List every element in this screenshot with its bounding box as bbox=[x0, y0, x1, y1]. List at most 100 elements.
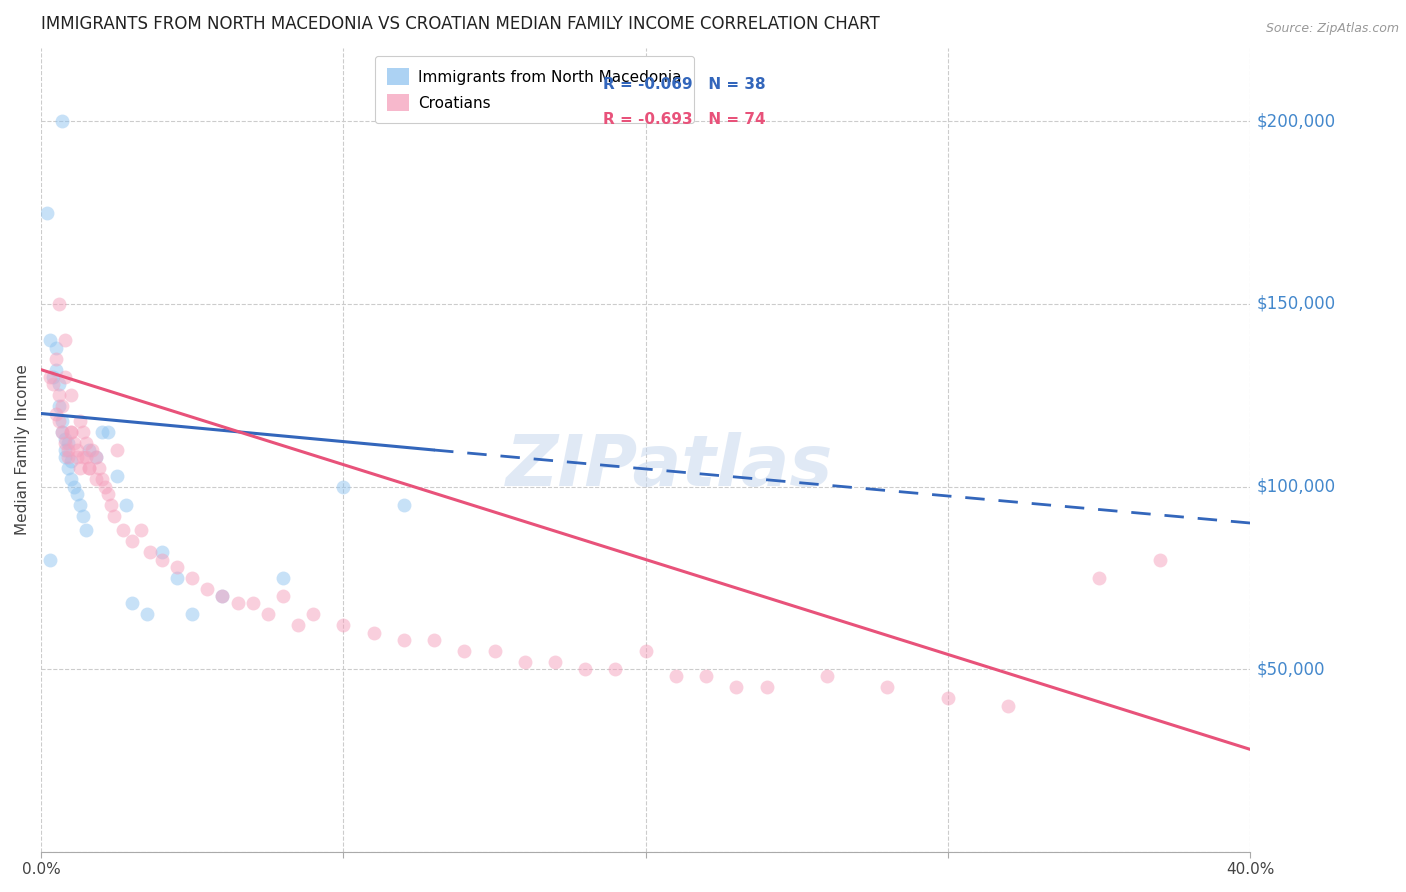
Point bbox=[87, 461, 110, 475]
Point bbox=[242, 596, 264, 610]
Point bbox=[75, 450, 97, 465]
Point bbox=[392, 632, 415, 647]
Point bbox=[53, 450, 76, 465]
Point bbox=[332, 618, 354, 632]
Point bbox=[66, 450, 89, 465]
Point bbox=[58, 461, 80, 475]
Point bbox=[79, 461, 101, 475]
Point bbox=[66, 487, 89, 501]
Point bbox=[363, 625, 385, 640]
Point bbox=[79, 442, 101, 457]
Point bbox=[105, 442, 128, 457]
Point bbox=[105, 468, 128, 483]
Point bbox=[39, 370, 62, 384]
Point bbox=[332, 479, 354, 493]
Point bbox=[53, 334, 76, 348]
Point bbox=[66, 442, 89, 457]
Point bbox=[423, 632, 446, 647]
Legend: Immigrants from North Macedonia, Croatians: Immigrants from North Macedonia, Croatia… bbox=[375, 56, 693, 123]
Text: Source: ZipAtlas.com: Source: ZipAtlas.com bbox=[1265, 22, 1399, 36]
Point bbox=[39, 552, 62, 566]
Point bbox=[48, 399, 70, 413]
Point bbox=[48, 377, 70, 392]
Point bbox=[150, 545, 173, 559]
Text: IMMIGRANTS FROM NORTH MACEDONIA VS CROATIAN MEDIAN FAMILY INCOME CORRELATION CHA: IMMIGRANTS FROM NORTH MACEDONIA VS CROAT… bbox=[41, 15, 880, 33]
Point bbox=[135, 607, 157, 622]
Point bbox=[45, 341, 67, 355]
Point bbox=[195, 582, 218, 596]
Point bbox=[60, 425, 83, 439]
Point bbox=[97, 425, 120, 439]
Point bbox=[103, 508, 125, 523]
Point bbox=[45, 351, 67, 366]
Point bbox=[287, 618, 309, 632]
Point bbox=[53, 432, 76, 446]
Point bbox=[53, 370, 76, 384]
Text: $100,000: $100,000 bbox=[1256, 477, 1336, 496]
Point bbox=[84, 472, 107, 486]
Point bbox=[211, 589, 233, 603]
Point bbox=[211, 589, 233, 603]
Text: $150,000: $150,000 bbox=[1256, 295, 1336, 313]
Point bbox=[63, 435, 86, 450]
Point bbox=[53, 435, 76, 450]
Point bbox=[114, 498, 136, 512]
Point bbox=[63, 479, 86, 493]
Point bbox=[755, 681, 778, 695]
Point bbox=[75, 435, 97, 450]
Point bbox=[72, 450, 94, 465]
Point bbox=[605, 662, 627, 676]
Point bbox=[271, 571, 294, 585]
Point bbox=[256, 607, 278, 622]
Point bbox=[139, 545, 162, 559]
Point bbox=[166, 559, 188, 574]
Point bbox=[53, 442, 76, 457]
Point bbox=[181, 571, 204, 585]
Point bbox=[48, 388, 70, 402]
Point bbox=[51, 399, 73, 413]
Point bbox=[121, 534, 143, 549]
Point bbox=[51, 414, 73, 428]
Point bbox=[84, 450, 107, 465]
Point bbox=[150, 552, 173, 566]
Point bbox=[51, 425, 73, 439]
Point bbox=[484, 644, 506, 658]
Point bbox=[97, 487, 120, 501]
Point bbox=[69, 498, 91, 512]
Text: R = -0.069   N = 38: R = -0.069 N = 38 bbox=[603, 77, 766, 92]
Point bbox=[121, 596, 143, 610]
Point bbox=[100, 498, 122, 512]
Point bbox=[48, 297, 70, 311]
Text: ZIPatlas: ZIPatlas bbox=[506, 432, 834, 500]
Point bbox=[936, 691, 959, 706]
Point bbox=[271, 589, 294, 603]
Point bbox=[90, 472, 112, 486]
Point bbox=[181, 607, 204, 622]
Point bbox=[84, 450, 107, 465]
Point bbox=[111, 524, 134, 538]
Point bbox=[513, 655, 536, 669]
Point bbox=[39, 334, 62, 348]
Text: $200,000: $200,000 bbox=[1256, 112, 1336, 130]
Text: R = -0.693   N = 74: R = -0.693 N = 74 bbox=[603, 112, 766, 127]
Point bbox=[45, 362, 67, 376]
Point bbox=[72, 508, 94, 523]
Point bbox=[69, 461, 91, 475]
Point bbox=[634, 644, 657, 658]
Point bbox=[876, 681, 898, 695]
Point bbox=[129, 524, 152, 538]
Point bbox=[60, 425, 83, 439]
Point bbox=[226, 596, 249, 610]
Y-axis label: Median Family Income: Median Family Income bbox=[15, 365, 30, 535]
Point bbox=[1149, 552, 1171, 566]
Text: $50,000: $50,000 bbox=[1256, 660, 1324, 678]
Point bbox=[392, 498, 415, 512]
Point bbox=[51, 425, 73, 439]
Point bbox=[75, 524, 97, 538]
Point bbox=[725, 681, 748, 695]
Point bbox=[93, 479, 115, 493]
Point bbox=[45, 407, 67, 421]
Point bbox=[997, 698, 1019, 713]
Point bbox=[574, 662, 596, 676]
Point bbox=[42, 370, 65, 384]
